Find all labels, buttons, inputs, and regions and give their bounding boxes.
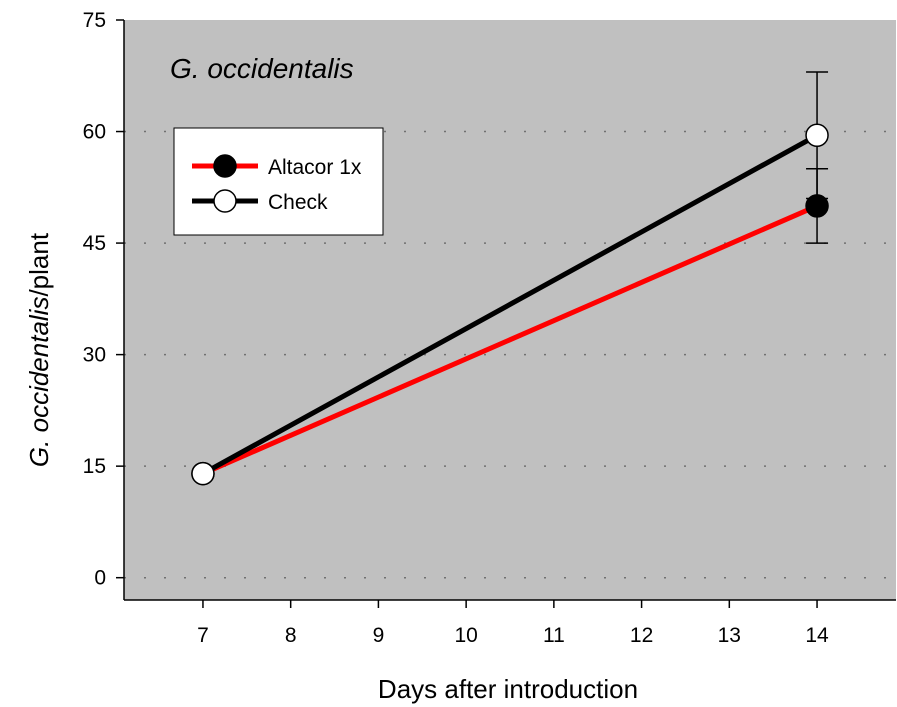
x-tick-label: 7 <box>197 624 209 647</box>
series-line-1 <box>201 133 819 476</box>
legend-label-altacor: Altacor 1x <box>268 156 362 179</box>
y-tick-label: 60 <box>83 121 106 144</box>
legend-box <box>173 127 384 236</box>
y-tick-label: 75 <box>83 9 106 32</box>
legend: Altacor 1x Check <box>173 127 384 236</box>
y-tick-label: 15 <box>83 455 106 478</box>
y-axis-title-suffix: /plant <box>24 232 54 296</box>
x-tick-label: 14 <box>805 624 829 647</box>
y-axis-title: G. occidentalis/plant <box>24 232 54 467</box>
x-tick-label: 11 <box>543 624 565 647</box>
y-tick-label: 0 <box>94 567 106 590</box>
legend-marker-altacor <box>213 154 237 178</box>
legend-label-check: Check <box>268 191 328 214</box>
y-axis-ticks: 0 15 30 45 60 75 <box>83 9 124 590</box>
data-point-1 <box>805 123 829 148</box>
series-line-0 <box>201 203 819 476</box>
y-tick-label: 30 <box>83 344 106 367</box>
x-axis-ticks: 7 8 9 10 11 12 13 14 <box>197 600 829 647</box>
y-axis-title-italic: G. occidentalis <box>24 297 54 468</box>
chart-title: G. occidentalis <box>170 53 354 84</box>
x-tick-label: 9 <box>373 624 385 647</box>
x-tick-label: 10 <box>454 624 477 647</box>
plot-area <box>124 20 896 600</box>
data-point-1 <box>191 461 215 486</box>
data-point-0 <box>805 194 829 218</box>
x-axis-title: Days after introduction <box>378 674 638 704</box>
x-tick-label: 8 <box>285 624 297 647</box>
axes <box>123 20 896 601</box>
y-tick-label: 45 <box>83 232 106 255</box>
series-layer <box>191 71 829 486</box>
legend-marker-check <box>213 189 237 213</box>
x-tick-label: 13 <box>718 624 741 647</box>
x-tick-label: 12 <box>630 624 653 647</box>
